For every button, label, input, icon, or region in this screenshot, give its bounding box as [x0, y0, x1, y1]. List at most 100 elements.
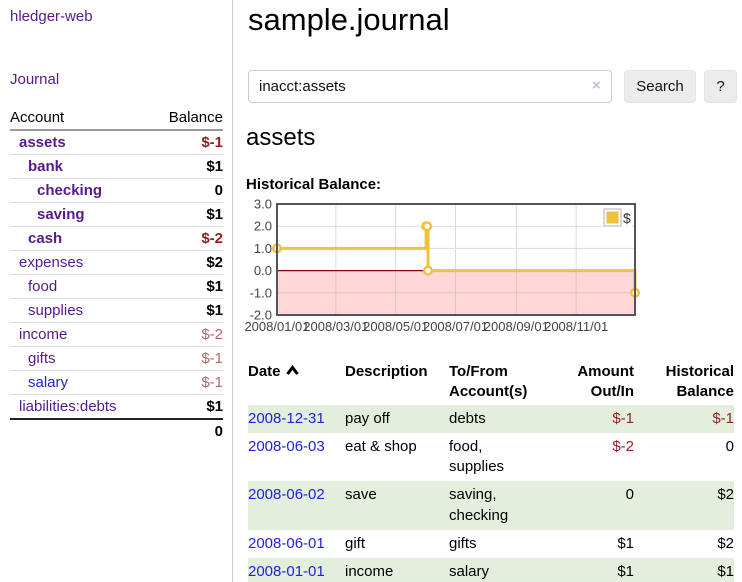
account-heading: assets — [246, 124, 316, 151]
tx-balance: $2 — [717, 534, 734, 552]
account-link[interactable]: expenses — [19, 254, 84, 271]
tx-description: save — [345, 486, 377, 504]
app-title-link[interactable]: hledger-web — [10, 8, 93, 25]
tx-amount: 0 — [625, 486, 634, 504]
y-tick-label: 0.0 — [254, 263, 272, 278]
tx-column-label: Date — [248, 363, 281, 380]
clear-search-icon[interactable]: × — [592, 77, 601, 94]
account-balance: $-1 — [151, 370, 223, 395]
account-name-cell: income — [10, 322, 152, 347]
legend-swatch-icon — [606, 211, 619, 224]
accounts-column-header: Account — [10, 106, 152, 131]
tx-date-link[interactable]: 2008-06-02 — [248, 486, 325, 504]
account-name-cell: food — [10, 274, 152, 299]
account-link[interactable]: gifts — [28, 350, 56, 367]
transactions-header-row: Date Description To/From Account(s) Amount … — [248, 360, 734, 405]
tx-accounts: food, supplies — [449, 437, 505, 475]
tx-column-label: Historical Balance — [665, 363, 734, 401]
account-link[interactable]: food — [28, 278, 58, 295]
tx-column-header[interactable]: Historical Balance — [634, 360, 734, 405]
account-link[interactable]: cash — [28, 230, 63, 247]
tx-column-header[interactable]: Date — [248, 360, 345, 405]
sidebar: hledger-web Journal Account Balance asse… — [0, 0, 233, 582]
account-row: expenses $2 — [10, 250, 223, 275]
tx-description: income — [345, 563, 394, 580]
account-balance: 0 — [151, 178, 223, 203]
transaction-row: 2008-06-02 save saving, checking 0 $2 — [248, 481, 734, 530]
tx-column-label: Description — [345, 363, 428, 380]
y-tick-label: 1.0 — [254, 241, 272, 256]
account-row: saving $1 — [10, 202, 223, 227]
transactions-table: Date Description To/From Account(s) Amount … — [248, 360, 734, 582]
x-tick-label: 2008/11/01 — [544, 319, 608, 334]
accounts-table-header-row: Account Balance — [10, 106, 223, 131]
tx-column-header[interactable]: To/From Account(s) — [449, 360, 549, 405]
tx-column-label: Amount Out/In — [577, 363, 634, 401]
account-link[interactable]: supplies — [28, 302, 84, 319]
account-balance: $-2 — [151, 226, 223, 251]
chart-canvas: $3.0 2.0 1.0 0.0 -1.0 -2.02008/01/012008/03/0… — [244, 197, 641, 334]
legend-label: $ — [623, 210, 631, 226]
tx-date-link[interactable]: 2008-06-03 — [248, 437, 325, 455]
tx-date-link[interactable]: 2008-12-31 — [248, 409, 325, 427]
data-point-marker — [422, 221, 433, 232]
tx-accounts: salary — [449, 563, 490, 580]
tx-balance: $-1 — [712, 409, 734, 427]
tx-column-header[interactable]: Amount Out/In — [549, 360, 634, 405]
tx-description: pay off — [345, 409, 390, 427]
tx-balance: $2 — [717, 486, 734, 504]
page-title: sample.journal — [248, 2, 450, 37]
y-tick-label: 2.0 — [254, 219, 272, 234]
transaction-row: 2008-06-03 eat & shop food, supplies $-2 0 — [248, 433, 734, 482]
tx-column-label: To/From Account(s) — [449, 363, 528, 401]
y-tick-label: -1.0 — [250, 285, 272, 300]
tx-balance: $1 — [717, 563, 734, 580]
account-name-cell: salary — [10, 370, 152, 395]
account-link[interactable]: salary — [28, 374, 69, 391]
transaction-row: 2008-12-31 pay off debts $-1 $-1 — [248, 404, 734, 433]
account-name-cell: gifts — [10, 346, 152, 371]
account-name-cell: supplies — [10, 298, 152, 323]
sidebar-item-journal[interactable]: Journal — [10, 71, 60, 88]
account-row: liabilities:debts $1 — [10, 394, 223, 420]
account-link[interactable]: checking — [37, 182, 103, 199]
account-link[interactable]: bank — [28, 158, 64, 175]
total-spacer — [10, 418, 152, 443]
tx-date-link[interactable]: 2008-06-01 — [248, 534, 325, 552]
accounts-total-value: 0 — [151, 418, 223, 443]
account-name-cell: checking — [10, 178, 152, 203]
account-link[interactable]: assets — [19, 134, 66, 151]
search-button[interactable]: Search — [624, 70, 696, 103]
plot-border — [276, 203, 636, 316]
transaction-row: 2008-06-01 gift gifts $1 $2 — [248, 530, 734, 558]
accounts-total-row: 0 — [10, 418, 223, 443]
account-balance: $2 — [151, 250, 223, 275]
x-tick-label: 2008/05/01 — [363, 319, 428, 334]
y-tick-label: 3.0 — [254, 199, 272, 212]
help-button[interactable]: ? — [704, 70, 737, 103]
account-balance: $-1 — [151, 130, 223, 155]
tx-accounts: gifts — [449, 534, 477, 552]
x-tick-label: 2008/07/01 — [423, 319, 488, 334]
account-row: supplies $1 — [10, 298, 223, 323]
tx-amount: $1 — [617, 534, 634, 552]
account-name-cell: saving — [10, 202, 152, 227]
chart-heading: Historical Balance: — [246, 176, 382, 193]
tx-accounts: debts — [449, 409, 486, 427]
account-row: checking 0 — [10, 178, 223, 203]
tx-amount: $-1 — [612, 409, 634, 427]
historical-balance-chart: $3.0 2.0 1.0 0.0 -1.0 -2.0 2008/01/01 2008/03/0… — [240, 197, 740, 341]
tx-date-link[interactable]: 2008-01-01 — [248, 563, 325, 580]
tx-description: eat & shop — [345, 437, 417, 455]
tx-date-cell: 2008-01-01 — [248, 558, 345, 582]
tx-date-cell: 2008-06-03 — [248, 433, 345, 482]
account-link[interactable]: income — [19, 326, 68, 343]
account-link[interactable]: liabilities:debts — [19, 398, 117, 415]
tx-column-header[interactable]: Description — [345, 360, 449, 405]
account-row: food $1 — [10, 274, 223, 299]
account-balance: $1 — [151, 298, 223, 323]
account-link[interactable]: saving — [37, 206, 85, 223]
sort-asc-icon — [285, 365, 299, 375]
search-input[interactable] — [248, 70, 612, 103]
account-balance: $-1 — [151, 346, 223, 371]
